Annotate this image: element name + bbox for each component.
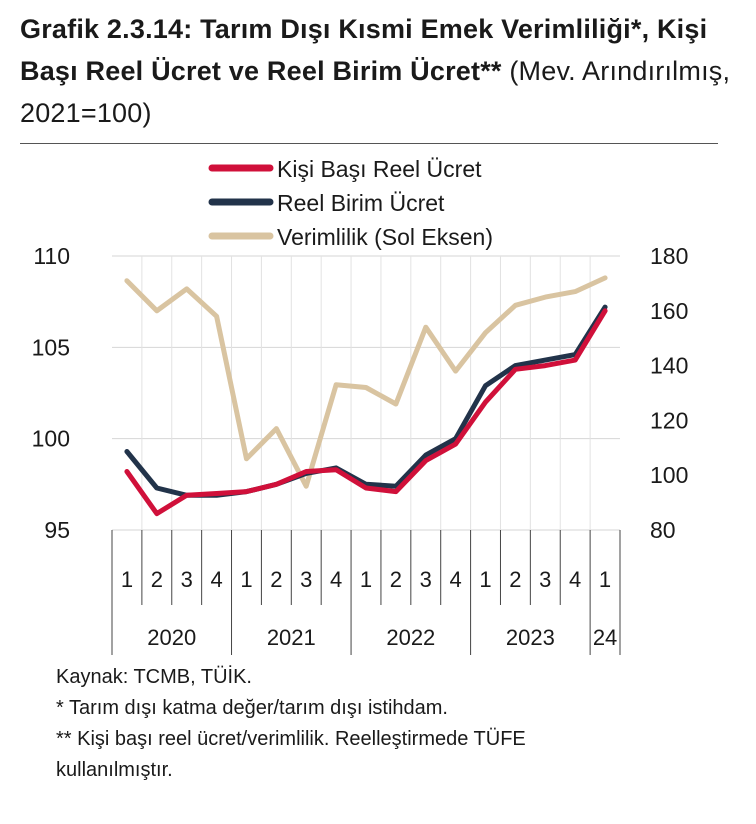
y-left-tick-label: 105 bbox=[32, 334, 70, 360]
x-tick-label: 2 bbox=[151, 567, 163, 592]
x-tick-label: 3 bbox=[181, 567, 193, 592]
note-productivity: * Tarım dışı katma değer/tarım dışı isti… bbox=[56, 697, 448, 719]
note-unit-wage: ** Kişi başı reel ücret/verimlilik. Reel… bbox=[56, 728, 526, 750]
y-left-tick-label: 100 bbox=[32, 426, 70, 452]
legend-label: Reel Birim Ücret bbox=[277, 190, 445, 216]
series-line-verimlilik bbox=[124, 275, 608, 489]
y-right-tick-label: 140 bbox=[650, 353, 688, 379]
x-tick-label: 2 bbox=[390, 567, 402, 592]
chart-title-main: Grafik 2.3.14: Tarım Dışı Kısmi Emek Ver… bbox=[20, 14, 708, 86]
series-line-reel-ucret bbox=[124, 308, 608, 517]
note-unit-wage-cont: kullanılmıştır. bbox=[56, 759, 173, 781]
y-left-tick-label: 95 bbox=[44, 517, 70, 543]
x-tick-label: 4 bbox=[450, 567, 462, 592]
x-year-label: 2022 bbox=[386, 625, 435, 650]
title-divider bbox=[20, 143, 718, 144]
x-year-label: 2023 bbox=[506, 625, 555, 650]
x-tick-label: 3 bbox=[539, 567, 551, 592]
y-right-tick-label: 120 bbox=[650, 407, 688, 433]
chart-notes: Kaynak: TCMB, TÜİK. * Tarım dışı katma d… bbox=[56, 662, 526, 786]
x-year-label: 24 bbox=[593, 625, 617, 650]
note-source: Kaynak: TCMB, TÜİK. bbox=[56, 666, 252, 688]
x-year-label: 2020 bbox=[147, 625, 196, 650]
x-tick-label: 1 bbox=[240, 567, 252, 592]
x-year-label: 2021 bbox=[267, 625, 316, 650]
x-tick-label: 4 bbox=[210, 567, 222, 592]
x-tick-label: 1 bbox=[599, 567, 611, 592]
x-tick-label: 2 bbox=[509, 567, 521, 592]
x-tick-label: 3 bbox=[300, 567, 312, 592]
x-tick-label: 1 bbox=[479, 567, 491, 592]
y-right-tick-label: 80 bbox=[650, 517, 676, 543]
y-right-tick-label: 180 bbox=[650, 243, 688, 269]
y-left-tick-label: 110 bbox=[33, 243, 70, 269]
y-right-tick-label: 100 bbox=[650, 462, 688, 488]
chart-title-sub: (Mev. Arındırılmış, 2021=100) bbox=[20, 56, 731, 128]
x-tick-label: 4 bbox=[330, 567, 342, 592]
x-tick-label: 1 bbox=[360, 567, 372, 592]
x-tick-label: 4 bbox=[569, 567, 581, 592]
legend-label: Kişi Başı Reel Ücret bbox=[277, 156, 482, 182]
x-tick-label: 1 bbox=[121, 567, 133, 592]
legend-label: Verimlilik (Sol Eksen) bbox=[277, 224, 493, 250]
x-tick-label: 3 bbox=[420, 567, 432, 592]
chart-title: Grafik 2.3.14: Tarım Dışı Kısmi Emek Ver… bbox=[20, 8, 736, 134]
x-tick-label: 2 bbox=[270, 567, 282, 592]
y-right-tick-label: 160 bbox=[650, 298, 688, 324]
series-line-reel-birim-ucret bbox=[124, 304, 608, 498]
